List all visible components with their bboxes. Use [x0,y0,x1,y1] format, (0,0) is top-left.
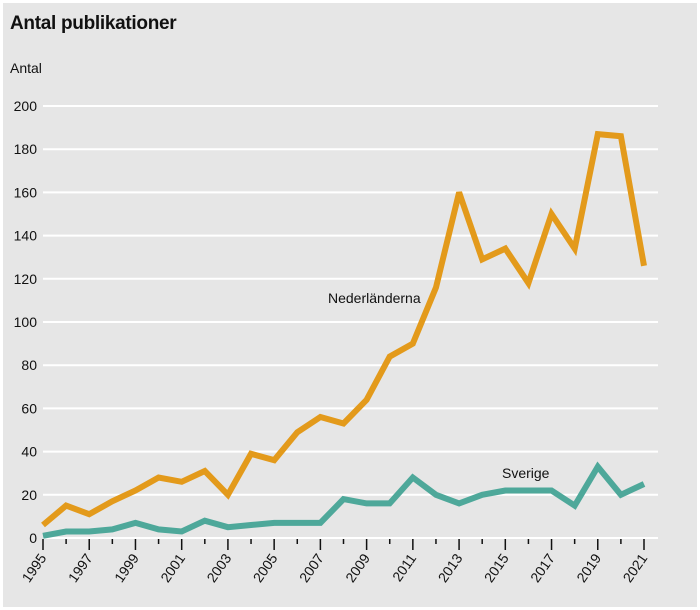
x-tick-label: 2017 [527,550,558,585]
y-tick-label: 40 [21,444,37,460]
x-tick-label: 2009 [342,550,373,585]
series-label-nederlanderna: Nederländerna [328,290,421,306]
series-label-sverige: Sverige [502,465,550,481]
x-tick-label: 2011 [389,550,419,584]
y-tick-label: 60 [21,400,37,416]
y-tick-label: 20 [21,487,37,503]
series-lines [41,130,647,539]
chart-panel [3,3,697,607]
x-tick-label: 1999 [111,550,142,585]
x-tick-label: 2013 [435,550,466,585]
y-tick-label: 160 [14,184,38,200]
x-axis: 1995 1997 1999 2001 2003 2005 2007 2009 2011 2013… [18,539,651,585]
y-tick-label: 180 [14,141,38,157]
x-tick-label: 2021 [619,550,650,585]
x-tick-label: 2019 [573,550,604,585]
x-tick-label: 1997 [65,550,96,585]
x-tick-label: 2001 [157,550,188,585]
x-tick-label: 2005 [250,550,281,585]
x-tick-label: 2003 [203,550,234,585]
y-tick-label: 120 [14,271,38,287]
y-tick-label: 200 [14,98,38,114]
gridlines [43,105,658,539]
x-tick-label: 2015 [481,550,512,585]
y-tick-labels: 0 20 40 60 80 100 120 140 160 180 200 [14,98,38,546]
chart-title: Antal publikationer [10,13,177,34]
series-line-sverige [42,461,646,539]
series-line-nederlnderna [41,130,647,528]
y-tick-label: 0 [29,530,37,546]
y-tick-label: 140 [14,228,38,244]
y-tick-label: 100 [14,314,38,330]
y-axis-label: Antal [10,60,42,76]
y-tick-label: 80 [21,357,37,373]
x-tick-label: 1995 [18,550,49,585]
x-tick-label: 2007 [296,550,327,585]
